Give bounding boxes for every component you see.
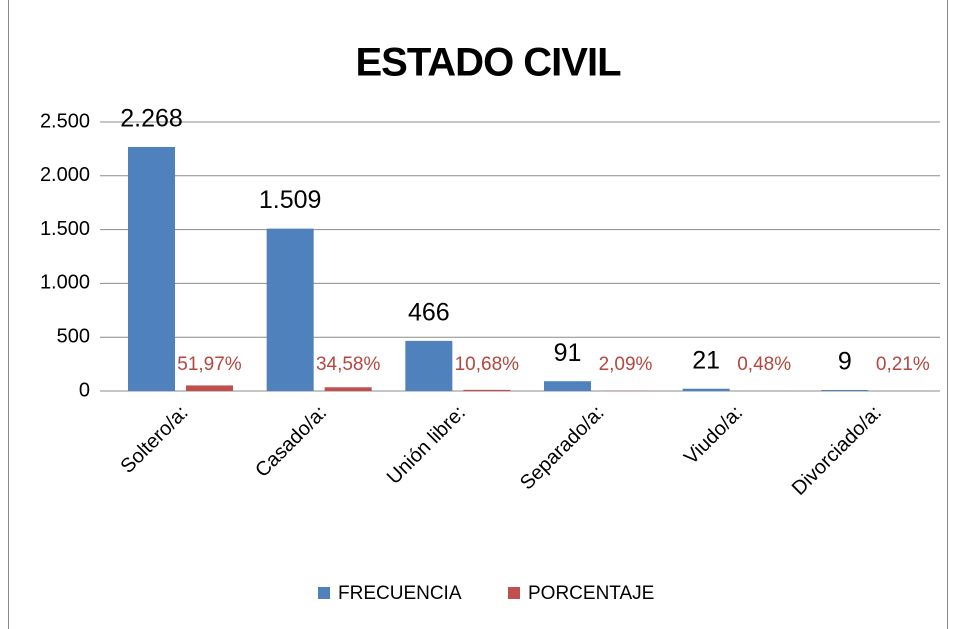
legend-label: PORCENTAJE: [528, 583, 654, 604]
bar: [463, 389, 511, 391]
data-label: 466: [408, 298, 450, 326]
bar: [405, 340, 453, 391]
bar: [186, 385, 233, 391]
y-tick-label: 1.500: [40, 218, 90, 240]
data-label: 91: [554, 339, 582, 367]
legend-swatch: [508, 587, 520, 599]
data-label: 51,97%: [177, 354, 242, 375]
bar: [821, 390, 869, 391]
data-label: 0,21%: [876, 354, 930, 375]
y-tick-label: 1.000: [40, 272, 90, 294]
legend-swatch: [318, 587, 330, 599]
data-label: 0,48%: [737, 354, 791, 375]
bar: [544, 381, 591, 391]
data-label: 9: [838, 348, 852, 376]
y-tick-label: 0: [79, 379, 90, 401]
bar: [682, 388, 730, 391]
data-label: 10,68%: [455, 354, 520, 375]
bar: [266, 228, 314, 391]
chart-title: ESTADO CIVIL: [355, 41, 621, 85]
data-label: 34,58%: [316, 354, 381, 375]
y-tick-label: 2.000: [40, 164, 90, 186]
bar: [128, 146, 175, 391]
y-tick-label: 500: [57, 325, 90, 347]
data-label: 2.268: [120, 105, 183, 133]
data-label: 2,09%: [599, 354, 653, 375]
bar: [324, 387, 372, 391]
data-label: 21: [692, 346, 720, 374]
legend-label: FRECUENCIA: [338, 583, 462, 604]
data-label: 1.509: [259, 186, 322, 214]
y-tick-label: 2.500: [40, 110, 90, 132]
